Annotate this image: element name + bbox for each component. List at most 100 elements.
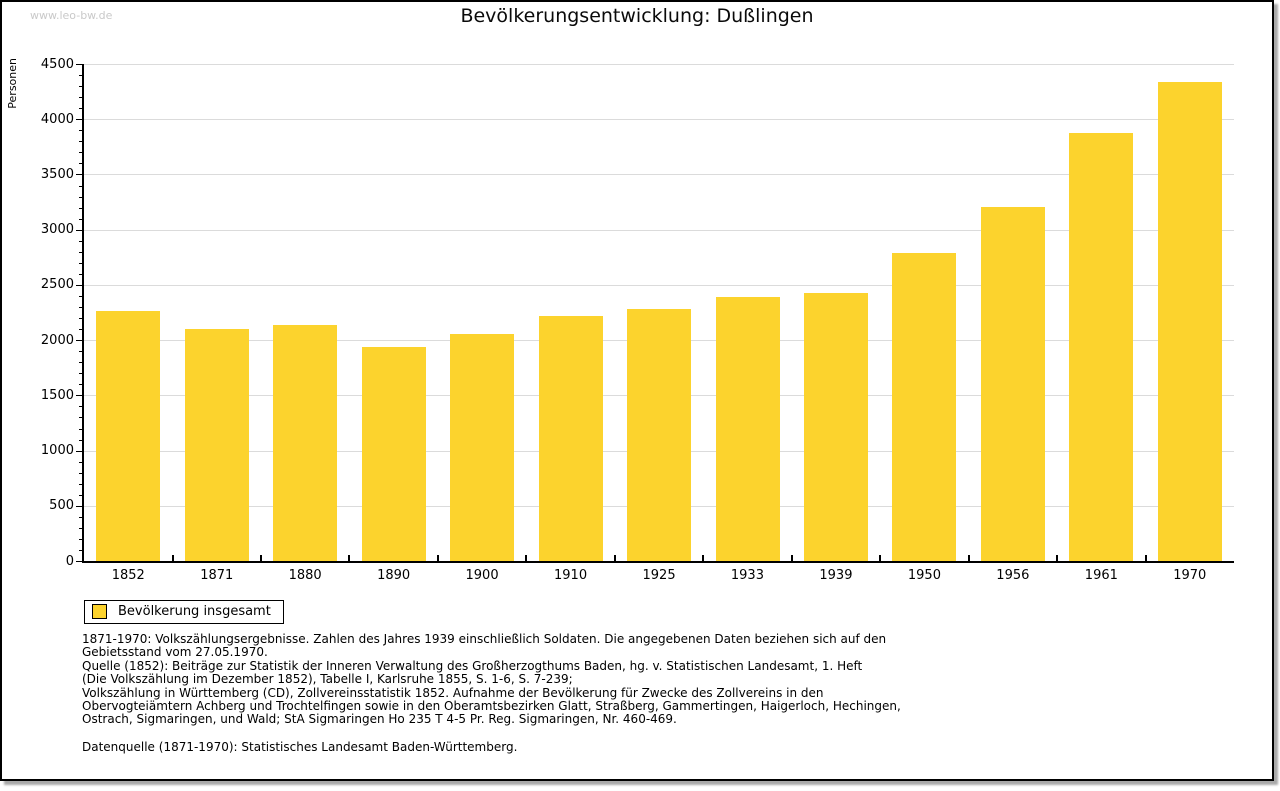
x-tick-label-1956: 1956 <box>996 568 1030 583</box>
y-tick-minor <box>79 362 84 364</box>
y-tick-minor <box>79 295 84 297</box>
y-tick-minor <box>79 273 84 275</box>
bar-1925 <box>627 309 691 561</box>
footnote-line-2: Gebietsstand vom 27.05.1970. <box>82 645 268 660</box>
y-tick-label: 3500 <box>40 166 74 182</box>
bar-1961 <box>1069 132 1134 561</box>
gridline-2500 <box>84 284 1234 286</box>
watermark-text: www.leo-bw.de <box>30 9 113 22</box>
x-tick-label-1933: 1933 <box>730 568 764 583</box>
x-boundary-tick <box>702 555 705 561</box>
y-tick-minor <box>79 152 84 154</box>
bar-1852 <box>96 311 161 561</box>
x-boundary-tick <box>1144 555 1147 561</box>
bar-1880 <box>273 324 338 561</box>
y-tick-minor <box>79 550 84 551</box>
y-tick-label: 4000 <box>40 111 74 127</box>
y-tick-minor <box>79 439 84 441</box>
bar-1900 <box>450 333 515 561</box>
footnote-line-7: Ostrach, Sigmaringen, und Wald; StA Sigm… <box>82 712 677 727</box>
gridline-3000 <box>84 229 1234 231</box>
footnote-line-1: 1871-1970: Volkszählungsergebnisse. Zahl… <box>82 632 887 646</box>
y-tick-major <box>76 229 84 231</box>
bar-1939 <box>803 292 868 561</box>
y-tick-major <box>76 174 84 176</box>
y-tick-major <box>76 505 84 507</box>
y-tick-major <box>76 340 84 342</box>
x-boundary-tick <box>613 555 616 561</box>
bar-chart: 0 500 1000 1500 2000 2500 3000 3500 4000 4500 1852… <box>2 2 1272 779</box>
y-tick-minor <box>79 461 84 463</box>
y-tick-label: 4500 <box>40 56 74 72</box>
y-tick-minor <box>79 406 84 408</box>
y-tick-minor <box>79 240 84 242</box>
datasource-note: Datenquelle (1871-1970): Statistisches L… <box>82 740 518 754</box>
y-tick-label: 1000 <box>40 443 74 459</box>
y-tick-major <box>76 450 84 452</box>
x-tick-label-1900: 1900 <box>465 568 499 583</box>
bar-1910 <box>538 315 603 561</box>
y-tick-minor <box>79 86 84 88</box>
x-boundary-tick <box>171 555 174 561</box>
legend-label: Bevölkerung insgesamt <box>118 604 271 619</box>
gridline-3500 <box>84 174 1234 176</box>
y-tick-minor <box>79 417 84 419</box>
x-boundary-tick <box>879 555 882 561</box>
y-tick-minor <box>79 318 84 319</box>
y-tick-minor <box>79 97 84 99</box>
bar-1933 <box>715 297 780 561</box>
y-tick-minor <box>79 251 84 253</box>
y-tick-minor <box>79 262 84 264</box>
x-boundary-tick <box>259 555 262 561</box>
x-tick-label-1890: 1890 <box>377 568 411 583</box>
x-boundary-tick <box>525 555 528 561</box>
y-tick-major <box>76 561 84 562</box>
x-boundary-tick <box>436 555 439 561</box>
bar-1871 <box>184 329 249 561</box>
chart-title: Bevölkerungsentwicklung: Dußlingen <box>460 5 814 27</box>
x-tick-label-1871: 1871 <box>200 568 234 583</box>
y-tick-minor <box>79 494 84 496</box>
x-tick-label-1961: 1961 <box>1084 568 1118 583</box>
bar-1956 <box>980 206 1045 561</box>
legend-box: Bevölkerung insgesamt <box>84 600 284 624</box>
y-tick-minor <box>79 351 84 353</box>
y-tick-minor <box>79 527 84 529</box>
y-tick-minor <box>79 196 84 198</box>
plot-axes <box>82 64 1234 563</box>
y-tick-minor <box>79 218 84 220</box>
y-tick-minor <box>79 428 84 430</box>
y-tick-major <box>76 119 84 121</box>
x-tick-label-1925: 1925 <box>642 568 676 583</box>
x-boundary-tick <box>348 555 351 561</box>
footnote-line-5: Volkszählung in Württemberg (CD), Zollve… <box>82 685 824 700</box>
bar-1970 <box>1157 81 1222 561</box>
x-boundary-tick <box>1056 555 1059 561</box>
footnotes: 1871-1970: Volkszählungsergebnisse. Zahl… <box>82 632 901 727</box>
x-boundary-tick <box>967 555 970 561</box>
y-tick-minor <box>79 472 84 474</box>
y-tick-label: 2500 <box>40 277 74 293</box>
y-tick-minor <box>79 538 84 540</box>
x-tick-label-1910: 1910 <box>554 568 588 583</box>
y-tick-minor <box>79 141 84 143</box>
gridline-4000 <box>84 119 1234 121</box>
x-tick-label-1950: 1950 <box>907 568 941 583</box>
y-tick-minor <box>79 516 84 518</box>
bar-1890 <box>361 346 426 561</box>
y-tick-minor <box>79 207 84 209</box>
y-tick-label: 500 <box>49 498 74 514</box>
y-tick-minor <box>79 75 84 76</box>
footnote-line-6: Obervogteiämtern Achberg und Trochtelfin… <box>82 699 901 714</box>
legend-swatch <box>92 604 107 619</box>
y-tick-label: 3000 <box>40 222 74 238</box>
y-tick-label: 1500 <box>40 387 74 403</box>
x-tick-label-1970: 1970 <box>1173 568 1207 583</box>
y-tick-major <box>76 395 84 397</box>
x-tick-label-1939: 1939 <box>819 568 853 583</box>
x-tick-label-1852: 1852 <box>111 568 145 583</box>
y-tick-label: 2000 <box>40 332 74 348</box>
y-tick-minor <box>79 185 84 187</box>
y-tick-major <box>76 64 84 65</box>
